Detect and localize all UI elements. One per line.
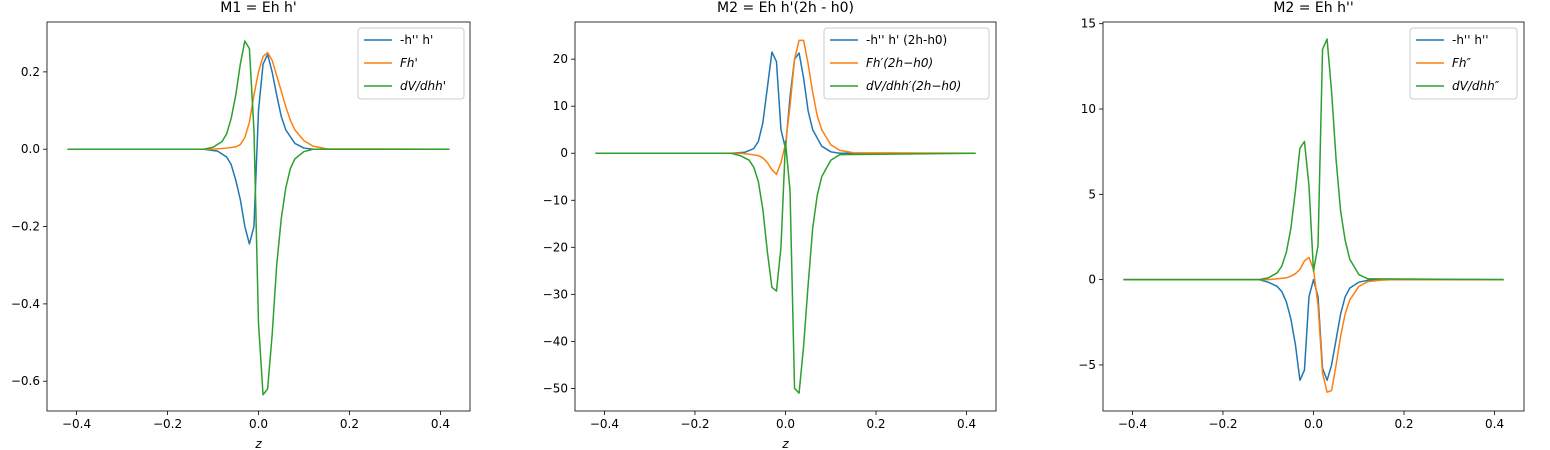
legend-box [1409,27,1518,100]
series-line-3 [595,140,976,394]
y-tick-label: −40 [543,334,568,348]
y-tick-label: 10 [1081,102,1096,116]
x-tick-label: 0.2 [1394,417,1413,431]
y-tick-label: 0.0 [21,142,40,156]
x-tick-label: 0.4 [431,417,450,431]
y-tick-label: −50 [543,381,568,395]
series-line-2 [1123,256,1504,393]
x-tick-label: −0.2 [153,417,182,431]
legend-label-1: -h'' h'' [1452,33,1489,47]
x-tick-label: 0.2 [866,417,885,431]
y-tick-label: −20 [543,240,568,254]
series-line-1 [1123,278,1504,382]
legend-label-1: -h'' h' (2h-h0) [866,33,947,47]
legend-label-2: Fh″ [1452,56,1472,70]
legend-box [823,27,990,100]
x-tick-label: 0.0 [249,417,268,431]
legend-label-1: -h'' h' [400,33,433,47]
y-tick-label: −0.6 [11,374,40,388]
y-tick-label: −0.2 [11,220,40,234]
y-tick-label: −0.4 [11,297,40,311]
y-tick-label: 5 [1088,187,1096,201]
legend: -h'' h' (2h-h0) Fh′(2h−h0) dV/dhh′(2h−h0) [823,27,990,100]
chart-panel-3: −0.4 −0.2 0.0 0.2 0.4 −5 0 5 10 15 M2 = Eh h'' -h''… [1078,0,1525,431]
x-tick-label: 0.2 [340,417,359,431]
y-tick-label: 0 [560,146,568,160]
x-axis-label: z [254,437,262,450]
y-tick-label: −30 [543,287,568,301]
y-tick-label: 0.2 [21,65,40,79]
legend-box [357,27,465,100]
x-tick-label: −0.4 [62,417,91,431]
chart-title: M1 = Eh h' [220,0,297,16]
chart-panel-2: −0.4 −0.2 0.0 0.2 0.4 −50 −40 −30 −20 −10 0 10 20 M2 … [543,0,997,450]
y-tick-label: −5 [1078,358,1096,372]
series-line-1 [67,53,450,245]
x-tick-label: 0.0 [1304,417,1323,431]
chart-title: M2 = Eh h'(2h - h0) [717,0,854,16]
x-tick-label: −0.2 [680,417,709,431]
y-tick-label: 15 [1081,17,1096,31]
series-line-2 [67,51,450,150]
x-tick-label: 0.4 [957,417,976,431]
series-line-3 [67,40,450,396]
y-tick-label: 0 [1088,273,1096,287]
series-line-2 [595,39,976,176]
legend-label-3: dV/dhh″ [1452,79,1500,93]
chart-title: M2 = Eh h'' [1273,0,1353,16]
y-tick-label: −10 [543,193,568,207]
legend-label-2: Fh′(2h−h0) [866,56,933,70]
x-tick-label: −0.2 [1208,417,1237,431]
legend: -h'' h'' Fh″ dV/dhh″ [1409,27,1518,100]
y-tick-label: 10 [553,99,568,113]
legend-label-2: Fh' [400,56,418,70]
y-tick-label: 20 [553,52,568,66]
x-tick-label: 0.4 [1485,417,1504,431]
series-line-3 [1123,38,1504,281]
x-tick-label: −0.4 [1118,417,1147,431]
legend-label-3: dV/dhh' [400,79,446,93]
x-tick-label: −0.4 [590,417,619,431]
chart-panel-1: −0.4 −0.2 0.0 0.2 0.4 −0.6 −0.4 −0.2 0.0 0.2 M1 = … [11,0,471,450]
legend: -h'' h' Fh' dV/dhh' [357,27,465,100]
legend-label-3: dV/dhh′(2h−h0) [866,79,961,93]
x-tick-label: 0.0 [776,417,795,431]
x-axis-label: z [781,437,789,450]
